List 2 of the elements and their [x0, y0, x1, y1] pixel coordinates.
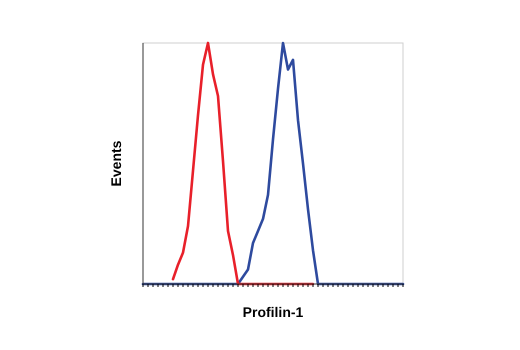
y-axis-title: Events [108, 140, 124, 186]
x-axis-title: Profilin-1 [242, 304, 304, 320]
